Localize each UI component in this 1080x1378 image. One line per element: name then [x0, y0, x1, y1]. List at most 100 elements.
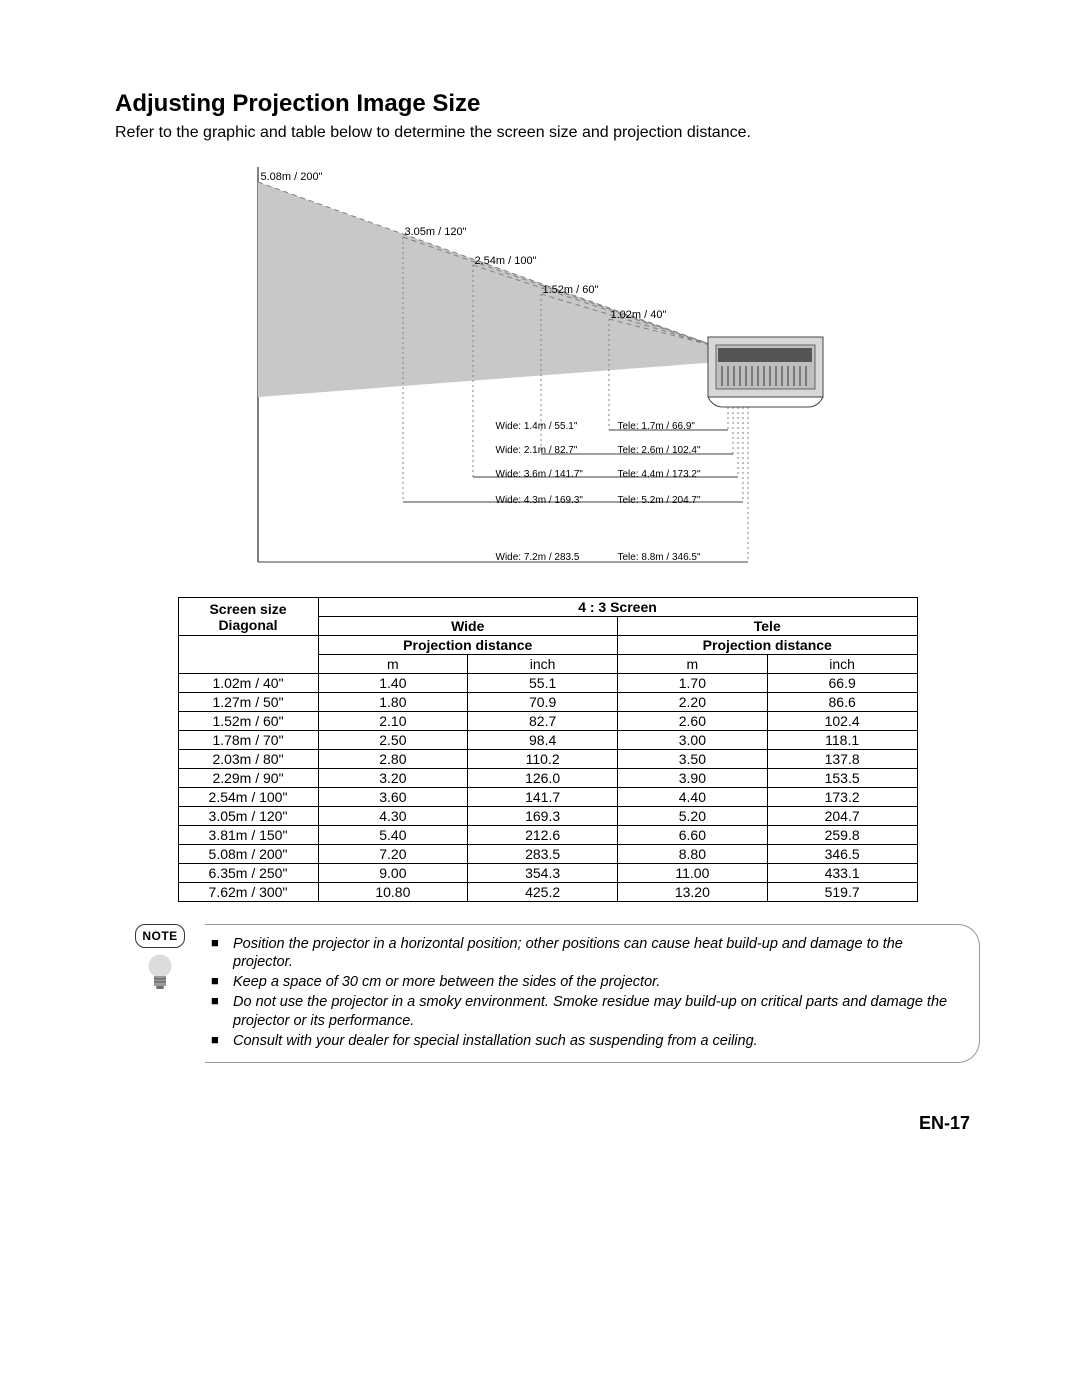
table-cell: 86.6: [767, 693, 917, 712]
wt-tele-2: Tele: 4.4m / 173.2": [618, 469, 701, 480]
table-cell: 11.00: [618, 864, 768, 883]
table-cell: 173.2: [767, 788, 917, 807]
hdr-proj-dist-t: Projection distance: [618, 636, 918, 655]
screen-label-2: 2.54m / 100": [475, 255, 537, 267]
note-item: Do not use the projector in a smoky envi…: [211, 993, 955, 1029]
table-cell: 8.80: [618, 845, 768, 864]
table-cell: 2.54m / 100": [178, 788, 318, 807]
table-cell: 169.3: [468, 807, 618, 826]
screen-label-0: 5.08m / 200": [261, 171, 323, 183]
table-cell: 10.80: [318, 883, 468, 902]
table-cell: 82.7: [468, 712, 618, 731]
hdr-inch-w: inch: [468, 655, 618, 674]
table-cell: 7.62m / 300": [178, 883, 318, 902]
projection-table: Screen size Diagonal 4 : 3 Screen Wide T…: [178, 597, 918, 902]
table-cell: 55.1: [468, 674, 618, 693]
table-cell: 2.29m / 90": [178, 769, 318, 788]
wt-tele-1: Tele: 2.6m / 102.4": [618, 445, 701, 456]
table-cell: 13.20: [618, 883, 768, 902]
table-row: 1.02m / 40"1.4055.11.7066.9: [178, 674, 917, 693]
table-cell: 2.80: [318, 750, 468, 769]
table-cell: 118.1: [767, 731, 917, 750]
note-item: Keep a space of 30 cm or more between th…: [211, 973, 955, 991]
hdr-wide: Wide: [318, 617, 618, 636]
table-cell: 2.03m / 80": [178, 750, 318, 769]
hdr-proj-dist-w: Projection distance: [318, 636, 618, 655]
table-row: 1.52m / 60"2.1082.72.60102.4: [178, 712, 917, 731]
table-cell: 3.50: [618, 750, 768, 769]
table-cell: 1.27m / 50": [178, 693, 318, 712]
hdr-m-w: m: [318, 655, 468, 674]
wt-tele-4: Tele: 8.8m / 346.5": [618, 552, 701, 563]
table-cell: 137.8: [767, 750, 917, 769]
table-cell: 212.6: [468, 826, 618, 845]
table-row: 3.05m / 120"4.30169.35.20204.7: [178, 807, 917, 826]
page-title: Adjusting Projection Image Size: [115, 90, 980, 118]
table-cell: 153.5: [767, 769, 917, 788]
hdr-m-t: m: [618, 655, 768, 674]
table-cell: 4.40: [618, 788, 768, 807]
table-cell: 3.20: [318, 769, 468, 788]
note-badge: NOTE: [115, 924, 205, 1001]
table-row: 1.27m / 50"1.8070.92.2086.6: [178, 693, 917, 712]
table-cell: 2.10: [318, 712, 468, 731]
table-cell: 3.90: [618, 769, 768, 788]
note-item: Position the projector in a horizontal p…: [211, 935, 955, 971]
table-row: 2.03m / 80"2.80110.23.50137.8: [178, 750, 917, 769]
page-number: EN-17: [115, 1113, 980, 1134]
table-cell: 1.52m / 60": [178, 712, 318, 731]
screen-label-1: 3.05m / 120": [405, 226, 467, 238]
wt-wide-3: Wide: 4.3m / 169.3": [496, 495, 583, 506]
lightbulb-icon: [115, 952, 205, 1001]
table-cell: 1.70: [618, 674, 768, 693]
table-cell: 2.60: [618, 712, 768, 731]
table-row: 2.29m / 90"3.20126.03.90153.5: [178, 769, 917, 788]
table-cell: 110.2: [468, 750, 618, 769]
table-cell: 2.50: [318, 731, 468, 750]
table-cell: 3.05m / 120": [178, 807, 318, 826]
screen-label-4: 1.02m / 40": [611, 309, 667, 321]
screen-label-3: 1.52m / 60": [543, 284, 599, 296]
table-cell: 1.78m / 70": [178, 731, 318, 750]
table-cell: 4.30: [318, 807, 468, 826]
table-cell: 1.02m / 40": [178, 674, 318, 693]
note-label: NOTE: [135, 924, 184, 948]
table-row: 6.35m / 250"9.00354.311.00433.1: [178, 864, 917, 883]
wt-wide-4: Wide: 7.2m / 283.5: [496, 552, 580, 563]
table-row: 7.62m / 300"10.80425.213.20519.7: [178, 883, 917, 902]
diagram-svg: [248, 162, 848, 577]
projector-icon: [708, 337, 823, 407]
table-row: 1.78m / 70"2.5098.43.00118.1: [178, 731, 917, 750]
table-cell: 66.9: [767, 674, 917, 693]
wt-tele-0: Tele: 1.7m / 66.9": [618, 421, 695, 432]
note-body: Position the projector in a horizontal p…: [205, 924, 980, 1063]
table-cell: 126.0: [468, 769, 618, 788]
table-cell: 283.5: [468, 845, 618, 864]
note-section: NOTE Position the projector in a horizon…: [115, 924, 980, 1063]
hdr-screen-size-1: Screen size: [209, 601, 286, 617]
table-cell: 3.00: [618, 731, 768, 750]
table-cell: 3.81m / 150": [178, 826, 318, 845]
hdr-tele: Tele: [618, 617, 918, 636]
table-cell: 6.35m / 250": [178, 864, 318, 883]
table-cell: 2.20: [618, 693, 768, 712]
note-item: Consult with your dealer for special ins…: [211, 1032, 955, 1050]
wt-tele-3: Tele: 5.2m / 204.7": [618, 495, 701, 506]
table-cell: 9.00: [318, 864, 468, 883]
table-cell: 433.1: [767, 864, 917, 883]
projection-diagram: 5.08m / 200" 3.05m / 120" 2.54m / 100" 1…: [248, 162, 848, 577]
table-row: 3.81m / 150"5.40212.66.60259.8: [178, 826, 917, 845]
table-row: 2.54m / 100"3.60141.74.40173.2: [178, 788, 917, 807]
table-cell: 141.7: [468, 788, 618, 807]
table-cell: 5.08m / 200": [178, 845, 318, 864]
table-cell: 6.60: [618, 826, 768, 845]
hdr-ratio: 4 : 3 Screen: [318, 598, 917, 617]
table-cell: 1.80: [318, 693, 468, 712]
table-cell: 519.7: [767, 883, 917, 902]
page-content: Adjusting Projection Image Size Refer to…: [0, 0, 1080, 1174]
wt-wide-0: Wide: 1.4m / 55.1": [496, 421, 578, 432]
hdr-screen-size-2: Diagonal: [218, 617, 277, 633]
table-cell: 3.60: [318, 788, 468, 807]
table-cell: 346.5: [767, 845, 917, 864]
table-cell: 354.3: [468, 864, 618, 883]
